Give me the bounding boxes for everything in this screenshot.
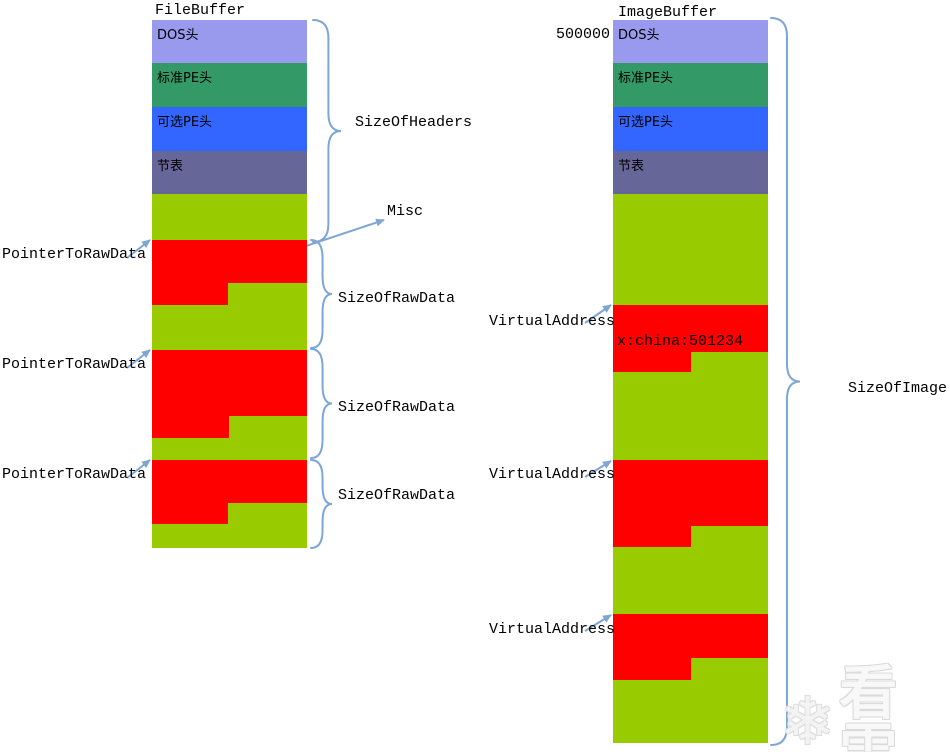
size-of-image-brace [770,17,801,746]
size-of-headers-brace [312,19,342,243]
virtual-address-label-3: VirtualAddress [489,621,616,638]
image-buffer-block-8 [613,372,768,460]
image-buffer-title: ImageBuffer [618,4,718,21]
file-buffer-block-3-label: 可选PE头 [157,115,213,130]
file-buffer-column: DOS头标准PE头可选PE头节表 [152,20,307,548]
image-buffer-block-2: 标准PE头 [613,63,768,107]
pointer-to-raw-data-label-3: PointerToRawData [2,466,147,483]
file-buffer-block-1: DOS头 [152,20,307,63]
raw-data-step-left [152,503,228,524]
file-buffer-block-9 [152,350,307,416]
image-buffer-block-6 [613,305,768,352]
pointer-to-raw-data-label-2: PointerToRawData [2,356,147,373]
size-of-raw-data-brace-3 [310,459,333,549]
size-of-raw-data-label-3: SizeOfRawData [338,487,456,504]
file-buffer-block-5 [152,194,307,240]
file-buffer-title: FileBuffer [155,2,246,19]
size-of-headers-label: SizeOfHeaders [355,114,473,131]
image-buffer-block-4: 节表 [613,151,768,194]
section-data-step-right [228,503,307,524]
size-of-raw-data-label-1: SizeOfRawData [338,290,456,307]
raw-data-step-left [613,658,691,680]
size-of-image-label: SizeOfImage [848,380,948,397]
image-base-address: 500000 [556,26,611,43]
image-buffer-block-3-label: 可选PE头 [618,115,674,130]
file-buffer-block-13 [152,503,307,524]
image-buffer-block-9 [613,460,768,526]
size-of-raw-data-brace-2 [310,348,333,459]
section-data-step-right [691,526,768,547]
image-buffer-block-2-label: 标准PE头 [618,71,674,86]
file-buffer-block-4-label: 节表 [157,159,184,174]
virtual-address-label-1: VirtualAddress [489,313,616,330]
image-buffer-column: DOS头标准PE头可选PE头节表 [613,20,768,743]
image-buffer-block-4-label: 节表 [618,159,645,174]
image-buffer-block-14 [613,680,768,743]
file-buffer-block-4: 节表 [152,151,307,194]
file-buffer-block-11 [152,438,307,460]
section-data-step-right [228,283,307,305]
virtual-address-label-2: VirtualAddress [489,466,616,483]
raw-data-step-left [152,416,229,438]
file-buffer-block-8 [152,305,307,350]
file-buffer-block-6 [152,240,307,283]
section-data-step-right [229,416,307,438]
snowflake-icon: ❄ [780,683,836,752]
image-buffer-block-12 [613,614,768,658]
image-buffer-block-10 [613,526,768,547]
file-buffer-block-12 [152,460,307,503]
file-buffer-block-2-label: 标准PE头 [157,71,213,86]
image-buffer-block-11 [613,547,768,614]
image-buffer-block-5 [613,194,768,305]
misc-label: Misc [387,203,424,220]
size-of-raw-data-label-2: SizeOfRawData [338,399,456,416]
kanxue-watermark: ❄ 看雪 [780,664,950,752]
raw-data-step-left [152,283,228,305]
image-buffer-block-1-label: DOS头 [618,28,660,43]
watermark-text: 看雪 [839,659,906,752]
raw-data-step-left [613,352,691,372]
file-buffer-block-14 [152,524,307,548]
file-buffer-block-3: 可选PE头 [152,107,307,151]
section-data-step-right [691,658,768,680]
file-buffer-block-1-label: DOS头 [157,28,199,43]
section-address-note: x:china:501234 [617,333,744,350]
pointer-to-raw-data-label-1: PointerToRawData [2,246,147,263]
image-buffer-block-13 [613,658,768,680]
file-buffer-block-10 [152,416,307,438]
size-of-raw-data-brace-1 [310,239,333,349]
image-buffer-block-3: 可选PE头 [613,107,768,151]
section-data-step-right [691,352,768,372]
image-buffer-block-7 [613,352,768,372]
file-buffer-block-7 [152,283,307,305]
raw-data-step-left [613,526,691,547]
image-buffer-block-1: DOS头 [613,20,768,63]
file-buffer-block-2: 标准PE头 [152,63,307,107]
